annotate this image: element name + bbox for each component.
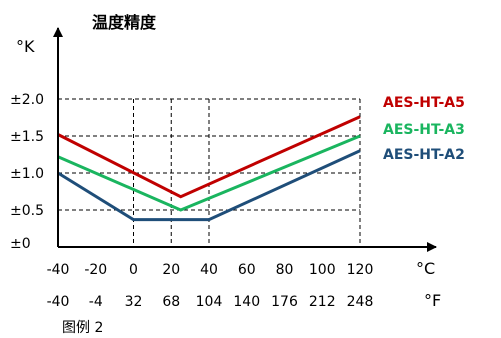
chart-title: 温度精度: [91, 13, 157, 32]
legend-entry: AES-HT-A2: [383, 147, 465, 163]
x-tick-label-celsius: 0: [129, 262, 138, 278]
x-axis-unit-fahrenheit: °F: [424, 291, 441, 310]
x-tick-label-celsius: 60: [238, 262, 256, 278]
x-tick-label-fahrenheit: -40: [47, 294, 70, 310]
y-tick-label: ±0: [10, 236, 31, 252]
x-tick-label-fahrenheit: 176: [271, 294, 298, 310]
x-tick-labels-celsius: -40 -20 0 20 40 60 80 100 120: [47, 262, 374, 278]
x-tick-label-fahrenheit: 32: [125, 294, 143, 310]
legend: AES-HT-A5 AES-HT-A3 AES-HT-A2: [383, 95, 465, 163]
x-axis-unit-celsius: °C: [416, 259, 435, 278]
x-tick-label-celsius: -20: [84, 262, 107, 278]
x-tick-label-celsius: 100: [309, 262, 336, 278]
y-axis-unit: °K: [16, 37, 35, 56]
x-tick-label-fahrenheit: 68: [162, 294, 180, 310]
y-tick-label: ±1.0: [10, 166, 44, 182]
figure-caption: 图例 2: [62, 320, 103, 336]
x-tick-label-celsius: 40: [200, 262, 218, 278]
legend-entry: AES-HT-A3: [383, 122, 465, 138]
series-line: [57, 149, 361, 222]
x-tick-labels-fahrenheit: -40 -4 32 68 104 140 176 212 248: [47, 294, 374, 310]
x-tick-label-fahrenheit: 212: [309, 294, 336, 310]
x-tick-label-fahrenheit: 140: [233, 294, 260, 310]
legend-entry: AES-HT-A5: [383, 95, 465, 111]
series-lines: [57, 115, 361, 222]
x-tick-label-fahrenheit: -4: [89, 294, 103, 310]
x-tick-label-fahrenheit: 104: [196, 294, 223, 310]
y-tick-label: ±1.5: [10, 129, 44, 145]
x-tick-label-fahrenheit: 248: [347, 294, 374, 310]
series-line: [57, 115, 361, 199]
x-tick-label-celsius: -40: [47, 262, 70, 278]
y-tick-label: ±2.0: [10, 92, 44, 108]
y-tick-label: ±0.5: [10, 203, 44, 219]
y-tick-labels: ±0 ±0.5 ±1.0 ±1.5 ±2.0: [10, 92, 44, 252]
series-line: [57, 134, 361, 212]
x-tick-label-celsius: 120: [347, 262, 374, 278]
x-tick-label-celsius: 20: [162, 262, 180, 278]
x-tick-label-celsius: 80: [276, 262, 294, 278]
